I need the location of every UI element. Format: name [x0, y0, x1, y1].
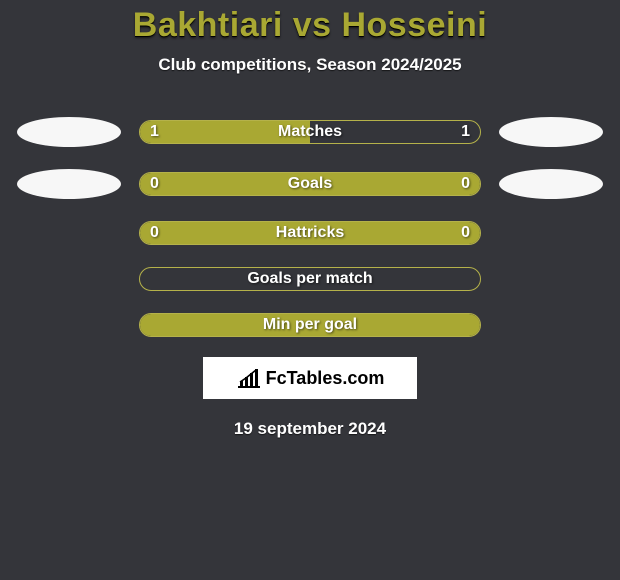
bar-chart-icon [236, 367, 262, 389]
stat-label: Hattricks [276, 224, 344, 242]
stat-row: 0 Hattricks 0 [0, 221, 620, 245]
subtitle: Club competitions, Season 2024/2025 [0, 55, 620, 75]
player-left-badge [17, 117, 121, 147]
stat-bar: Min per goal [139, 313, 481, 337]
stat-bar: Goals per match [139, 267, 481, 291]
spacer [17, 233, 121, 234]
player-right-badge [499, 117, 603, 147]
stat-label: Matches [278, 123, 342, 141]
player-right-badge [499, 169, 603, 199]
spacer [499, 233, 603, 234]
stat-right-value: 1 [461, 123, 470, 141]
stat-left-value: 0 [150, 175, 159, 193]
stats-rows: 1 Matches 1 0 Goals 0 0 Hattricks 0 Goals per m… [0, 117, 620, 337]
stat-row: Min per goal [0, 313, 620, 337]
stat-right-value: 0 [461, 175, 470, 193]
stat-label: Goals per match [247, 270, 372, 288]
spacer [17, 325, 121, 326]
logo: FcTables.com [236, 367, 385, 389]
stat-left-value: 1 [150, 123, 159, 141]
date-text: 19 september 2024 [0, 419, 620, 439]
stat-row: Goals per match [0, 267, 620, 291]
stat-right-value: 0 [461, 224, 470, 242]
page-title: Bakhtiari vs Hosseini [0, 6, 620, 45]
spacer [499, 279, 603, 280]
stat-label: Goals [288, 175, 332, 193]
stat-row: 1 Matches 1 [0, 117, 620, 147]
spacer [17, 279, 121, 280]
stat-left-value: 0 [150, 224, 159, 242]
stat-row: 0 Goals 0 [0, 169, 620, 199]
player-left-badge [17, 169, 121, 199]
logo-box: FcTables.com [203, 357, 417, 399]
stat-bar: 0 Hattricks 0 [139, 221, 481, 245]
logo-text: FcTables.com [266, 368, 385, 389]
stat-bar: 0 Goals 0 [139, 172, 481, 196]
stat-bar: 1 Matches 1 [139, 120, 481, 144]
spacer [499, 325, 603, 326]
stat-label: Min per goal [263, 316, 357, 334]
